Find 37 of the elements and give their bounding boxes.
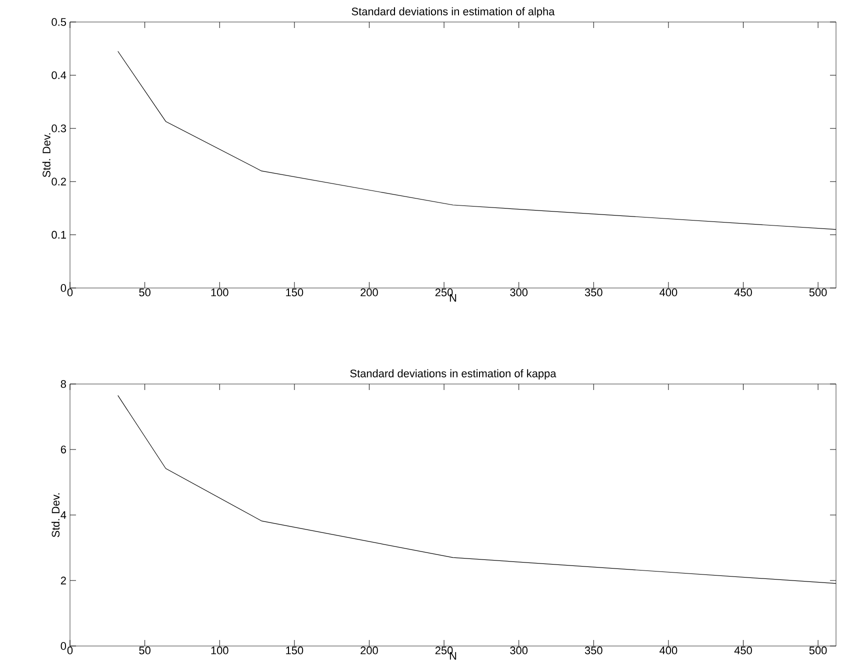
x-tick-label: 150 [286,288,304,296]
y-tick-label: 0.2 [52,178,66,186]
y-tick-label: 0.3 [52,124,66,132]
y-axis-title: Std. Dev. [42,133,50,178]
y-tick-label: 4 [60,511,66,519]
x-tick-label: 200 [360,646,378,654]
x-tick-label: 50 [139,288,150,296]
x-tick-label: 400 [660,288,678,296]
x-tick-label: 300 [510,646,528,654]
x-tick-label: 50 [139,646,150,654]
x-tick-label: 0 [67,646,73,654]
y-tick-label: 0.5 [52,18,66,26]
x-tick-label: 500 [809,288,827,296]
y-tick-label: 8 [60,380,66,388]
y-tick-label: 0.1 [52,230,66,239]
x-tick-label: 250 [435,646,453,654]
x-tick-label: 250 [435,288,453,296]
x-tick-label: 100 [211,288,228,296]
x-tick-label: 450 [734,288,752,296]
y-tick-label: 0.4 [52,71,66,80]
chart-title: Standard deviations in estimation of alpha [352,7,555,18]
x-tick-label: 500 [809,646,827,654]
x-tick-label: 450 [734,646,752,654]
x-axis-title: N [450,652,456,660]
y-axis-title: Std. Dev. [52,493,60,538]
x-tick-label: 300 [510,288,528,296]
x-tick-label: 200 [360,288,378,296]
x-tick-label: 350 [584,288,602,296]
x-tick-label: 150 [286,646,304,654]
chart-title: Standard deviations in estimation of kappa [350,369,556,380]
x-axis-title: N [450,294,456,302]
x-tick-label: 0 [67,288,73,296]
y-tick-label: 6 [60,446,66,454]
x-tick-label: 100 [211,646,228,654]
y-tick-label: 2 [60,576,66,584]
x-tick-label: 350 [584,646,602,654]
x-tick-label: 400 [660,646,678,654]
